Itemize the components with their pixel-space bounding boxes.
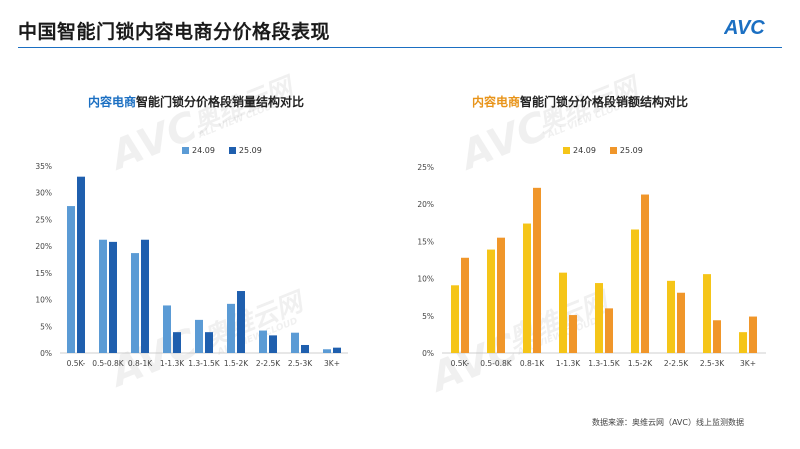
- chart-title-text: 智能门锁分价格段销额结构对比: [520, 95, 689, 109]
- legend-swatch: [228, 147, 236, 154]
- bar-25-09: [269, 335, 277, 353]
- chart-title-volume: 内容电商智能门锁分价格段销量结构对比: [88, 93, 304, 110]
- x-tick-label: 2-2.5K: [256, 359, 281, 368]
- bar-24-09: [67, 206, 75, 353]
- x-tick-label: 0.5-0.8K: [480, 359, 513, 368]
- bar-25-09: [205, 332, 213, 353]
- bar-24-09: [739, 332, 747, 353]
- y-tick-label: 35%: [35, 162, 52, 171]
- source-note: 数据来源：奥维云网（AVC）线上监测数据: [591, 418, 744, 427]
- bar-24-09: [227, 303, 235, 353]
- x-tick-label: 1-1.3K: [160, 359, 185, 368]
- y-tick-label: 20%: [417, 200, 434, 209]
- bar-25-09: [641, 194, 649, 353]
- bar-24-09: [259, 330, 267, 353]
- bar-25-09: [749, 316, 757, 353]
- chart-legend-volume: 24.09 25.09: [182, 146, 262, 155]
- bar-24-09: [451, 285, 459, 353]
- legend-label: 25.09: [619, 146, 643, 155]
- bar-24-09: [195, 319, 203, 353]
- y-tick-label: 5%: [422, 312, 434, 321]
- legend-item: 24.09: [182, 146, 215, 155]
- y-tick-label: 5%: [40, 322, 52, 331]
- bar-25-09: [605, 308, 613, 353]
- avc-logo: AVC: [724, 17, 765, 39]
- bar-24-09: [595, 283, 603, 353]
- bar-25-09: [713, 320, 721, 353]
- x-tick-label: 0.8-1K: [520, 359, 545, 368]
- bar-24-09: [559, 272, 567, 353]
- legend-swatch: [182, 147, 189, 154]
- bar-24-09: [487, 249, 495, 353]
- bar-24-09: [163, 305, 171, 353]
- y-tick-label: 10%: [417, 275, 434, 284]
- y-tick-label: 30%: [35, 189, 52, 198]
- x-tick-label: 0.5-0.8K: [92, 359, 125, 368]
- bar-24-09: [99, 239, 107, 353]
- bar-24-09: [703, 274, 711, 353]
- x-tick-label: 2.5-3K: [288, 359, 313, 368]
- chart-legend-revenue: 24.09 25.09: [563, 146, 643, 155]
- bar-25-09: [533, 187, 541, 353]
- bar-25-09: [301, 344, 309, 353]
- x-tick-label: 1.5-2K: [224, 359, 249, 368]
- x-tick-label: 1.5-2K: [628, 359, 653, 368]
- y-tick-label: 25%: [35, 215, 52, 224]
- chart-title-highlight: 内容电商: [472, 95, 521, 109]
- bar-24-09: [131, 253, 139, 353]
- bar-25-09: [173, 332, 181, 353]
- bar-24-09: [523, 223, 531, 353]
- y-tick-label: 10%: [35, 296, 52, 305]
- y-tick-label: 0%: [40, 349, 52, 358]
- legend-swatch: [563, 147, 570, 154]
- bar-25-09: [461, 257, 469, 353]
- bar-25-09: [569, 315, 577, 353]
- legend-item: 24.09: [563, 146, 596, 155]
- page-title: 中国智能门锁内容电商分价格段表现: [18, 21, 331, 43]
- bar-25-09: [333, 347, 341, 353]
- bar-25-09: [77, 176, 85, 353]
- bar-24-09: [323, 349, 331, 353]
- legend-item: 25.09: [609, 146, 643, 155]
- x-tick-label: 3K+: [740, 359, 756, 368]
- x-tick-label: 2-2.5K: [664, 359, 689, 368]
- chart-title-revenue: 内容电商智能门锁分价格段销额结构对比: [472, 93, 688, 110]
- svg-text:AVC: AVC: [724, 17, 765, 39]
- x-tick-label: 1.3-1.5K: [188, 359, 221, 368]
- y-tick-label: 20%: [35, 242, 52, 251]
- x-tick-label: 0.5K-: [451, 359, 470, 368]
- bar-25-09: [109, 241, 117, 353]
- bar-24-09: [291, 332, 299, 353]
- legend-label: 25.09: [238, 146, 262, 155]
- bar-25-09: [141, 239, 149, 353]
- legend-item: 25.09: [228, 146, 262, 155]
- y-tick-label: 15%: [417, 237, 434, 246]
- legend-swatch: [609, 147, 617, 154]
- x-tick-label: 2.5-3K: [700, 359, 725, 368]
- legend-label: 24.09: [192, 146, 215, 155]
- chart-title-highlight: 内容电商: [88, 95, 137, 109]
- title-divider: [18, 47, 782, 48]
- x-tick-label: 1.3-1.5K: [588, 359, 621, 368]
- x-tick-label: 3K+: [324, 359, 340, 368]
- chart-title-text: 智能门锁分价格段销量结构对比: [136, 95, 305, 109]
- y-tick-label: 0%: [422, 349, 434, 358]
- bar-24-09: [631, 229, 639, 353]
- legend-label: 24.09: [573, 146, 596, 155]
- bar-25-09: [677, 292, 685, 353]
- y-tick-label: 15%: [35, 269, 52, 278]
- x-tick-label: 0.8-1K: [128, 359, 153, 368]
- x-tick-label: 1-1.3K: [556, 359, 581, 368]
- bar-24-09: [667, 280, 675, 353]
- bar-25-09: [237, 291, 245, 353]
- y-tick-label: 25%: [417, 163, 434, 172]
- x-tick-label: 0.5K-: [67, 359, 86, 368]
- bar-25-09: [497, 237, 505, 353]
